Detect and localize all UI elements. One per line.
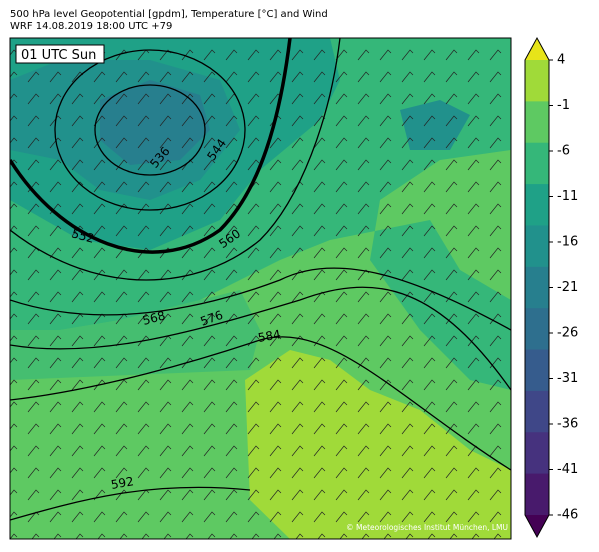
colorbar-tick-label: -36: [557, 417, 578, 432]
colorbar-band: [525, 60, 549, 102]
credit: © Meteorologisches Institut München, LMU: [346, 523, 508, 532]
colorbar-tick-label: -41: [557, 462, 578, 477]
colorbar-tick-label: -6: [557, 144, 570, 159]
colorbar-tick-label: -46: [557, 508, 578, 523]
colorbar-band: [525, 142, 549, 185]
colorbar-band: [525, 184, 549, 226]
colorbar-band: [525, 101, 549, 144]
colorbar-tick-label: -1: [557, 98, 570, 113]
colorbar-band: [525, 266, 549, 309]
contour-label: 568: [141, 308, 167, 327]
contour-label: 592: [110, 474, 135, 492]
map-frame: [9, 37, 512, 540]
colorbar-band: [525, 432, 549, 475]
colorbar-band: [525, 473, 549, 516]
contour-label: 552: [70, 226, 96, 245]
contour-label: 584: [257, 327, 282, 345]
colorbar-tick-label: -26: [557, 326, 578, 341]
colorbar: 4 -1 -6 -11 -16 -21 -26 -31 -36 -41 -46: [524, 36, 578, 539]
colorbar-extend: [525, 38, 549, 60]
colorbar-tick-label: -16: [557, 235, 578, 250]
colorbar-tick-label: 4: [557, 53, 565, 68]
time-box: [15, 44, 105, 64]
colorbar-band: [525, 225, 549, 268]
title: 500 hPa level Geopotential [gpdm], Tempe…: [10, 9, 328, 20]
colorbar-band: [525, 308, 549, 351]
colorbar-extend: [525, 515, 549, 537]
colorbar-tick-label: -21: [557, 280, 578, 295]
colorbar-band: [525, 349, 549, 392]
colorbar-tick-label: -11: [557, 189, 578, 204]
time-label: 01 UTC Sun: [21, 48, 96, 63]
wind-barbs: [10, 38, 511, 539]
colorbar-tick-label: -31: [557, 371, 578, 386]
contours: [10, 38, 511, 521]
subtitle: WRF 14.08.2019 18:00 UTC +79: [10, 21, 172, 32]
colorbar-band: [525, 390, 549, 433]
